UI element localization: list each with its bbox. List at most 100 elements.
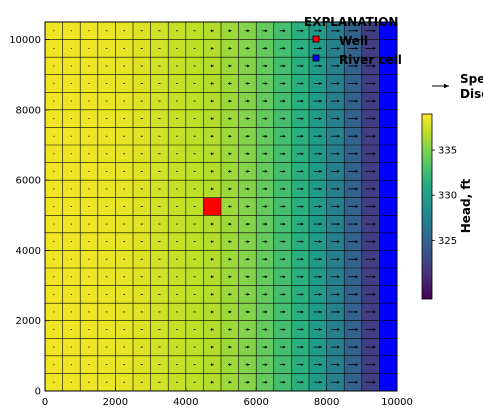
flow-arrowhead [355, 187, 358, 191]
colorbar-label: Head, ft [459, 178, 473, 233]
flow-arrowhead [373, 345, 376, 349]
flow-arrowhead [355, 99, 358, 103]
river-cell [379, 180, 397, 198]
flow-arrowhead [319, 99, 322, 103]
flow-arrowhead [228, 187, 232, 191]
flow-arrowhead [319, 380, 322, 384]
flow-arrowhead [228, 46, 232, 50]
flow-arrowhead [247, 152, 250, 156]
flow-arrowhead [247, 222, 250, 226]
river-cell [379, 57, 397, 75]
flow-arrowhead [373, 275, 376, 279]
flow-arrowhead [247, 310, 250, 314]
flow-arrowhead [228, 29, 232, 33]
flow-arrowhead [247, 134, 250, 138]
flow-arrowhead [228, 169, 232, 173]
river-legend-marker [312, 54, 320, 62]
flow-arrowhead [337, 328, 340, 331]
flow-arrowhead [373, 99, 376, 103]
y-tick-label: 8000 [16, 105, 41, 116]
river-cell [379, 74, 397, 93]
flow-arrowhead [247, 117, 250, 121]
x-tick-label: 6000 [243, 397, 268, 408]
x-tick-label: 8000 [314, 397, 339, 408]
river-cell [379, 162, 397, 181]
flow-arrowhead [319, 240, 322, 244]
flow-arrowhead [373, 205, 376, 208]
flow-arrowhead [319, 292, 322, 296]
flow-arrowhead [264, 187, 268, 191]
flow-arrowhead [247, 205, 250, 208]
flow-arrowhead [228, 152, 232, 156]
flow-arrowhead [337, 29, 340, 33]
flow-arrowhead [282, 134, 286, 138]
flow-arrowhead [247, 99, 250, 103]
flow-arrowhead [247, 380, 250, 384]
y-tick-label: 0 [35, 387, 41, 398]
x-tick-label: 10000 [381, 397, 413, 408]
flow-arrowhead [247, 187, 250, 191]
flow-arrowhead [264, 169, 268, 173]
flow-arrowhead [355, 310, 358, 314]
flow-arrowhead [373, 169, 376, 173]
flow-arrowhead [337, 152, 340, 156]
flow-arrowhead [282, 187, 286, 191]
flow-arrowhead [300, 134, 304, 138]
flow-arrowhead [337, 380, 340, 384]
flow-arrowhead [264, 117, 268, 121]
flow-arrowhead [355, 134, 358, 138]
flow-arrowhead [355, 257, 358, 261]
flow-arrowhead [319, 345, 322, 349]
discharge-legend-arrowhead [444, 83, 449, 89]
flow-arrowhead [373, 328, 376, 331]
flow-arrowhead [264, 328, 268, 331]
flow-arrowhead [300, 99, 304, 103]
flow-arrowhead [373, 222, 376, 226]
flow-arrowhead [355, 292, 358, 296]
flow-arrowhead [211, 134, 214, 138]
y-tick-label: 2000 [16, 316, 41, 327]
flow-arrowhead [264, 380, 268, 384]
flow-arrowhead [373, 29, 376, 33]
flow-arrowhead [319, 152, 322, 156]
flow-arrowhead [282, 275, 286, 279]
river-cell [379, 127, 397, 145]
y-tick-label: 10000 [9, 35, 41, 46]
flow-arrowhead [319, 275, 322, 279]
river-cell [379, 268, 397, 286]
flow-arrowhead [300, 380, 304, 384]
colorbar-bar [421, 113, 433, 300]
flow-arrowhead [211, 328, 214, 331]
flow-arrowhead [211, 152, 214, 156]
river-cell [379, 39, 397, 58]
flow-arrowhead [228, 64, 232, 68]
flow-arrowhead [282, 328, 286, 331]
flow-arrowhead [228, 345, 232, 349]
flow-arrowhead [373, 310, 376, 314]
flow-arrowhead [282, 169, 286, 173]
flow-arrowhead [228, 328, 232, 331]
flow-arrowhead [300, 345, 304, 349]
flow-arrowhead [355, 275, 358, 279]
flow-arrowhead [319, 310, 322, 314]
colorbar: 325 330 335 Head, ft [421, 113, 473, 300]
flow-arrowhead [337, 345, 340, 349]
flow-arrowhead [228, 257, 232, 261]
flow-arrowhead [247, 29, 250, 33]
flow-arrowhead [319, 117, 322, 121]
flow-arrowhead [264, 292, 268, 296]
flow-arrowhead [337, 187, 340, 191]
flow-arrowhead [211, 310, 214, 314]
y-tick-label: 4000 [16, 246, 41, 257]
x-tick-label: 0 [42, 397, 48, 408]
flow-arrowhead [282, 64, 286, 68]
flow-arrowhead [247, 328, 250, 331]
flow-arrowhead [337, 310, 340, 314]
flow-arrowhead [319, 64, 322, 68]
flow-arrowhead [264, 310, 268, 314]
river-cell [379, 92, 397, 110]
flow-arrowhead [300, 64, 304, 68]
flow-arrowhead [228, 117, 232, 121]
x-axis-ticks: 0 2000 4000 6000 8000 10000 [42, 387, 413, 408]
